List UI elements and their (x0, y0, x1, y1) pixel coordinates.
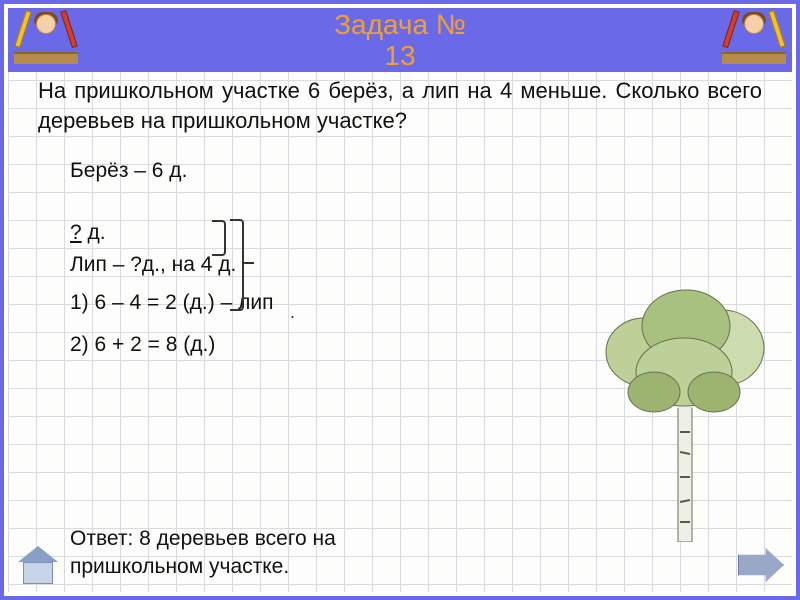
title-text-line2: 13 (384, 40, 415, 71)
student-decor-left (14, 8, 78, 64)
given-line-2: ? д. (70, 221, 762, 245)
birch-tree-illustration (594, 282, 774, 542)
title-bar: Задача № 13 (8, 8, 792, 72)
slide-frame: Задача № 13 На пришкольном участке 6 бер… (0, 0, 800, 600)
student-decor-right (722, 8, 786, 64)
given-question-mark: ? (70, 221, 82, 244)
dot-mark: . (290, 302, 295, 323)
problem-statement: На пришкольном участке 6 берёз, а лип на… (38, 76, 762, 135)
brace-big (230, 219, 244, 311)
home-button[interactable] (16, 546, 60, 586)
answer-line-1: Ответ: 8 деревьев всего на (70, 527, 336, 550)
home-icon (18, 546, 58, 562)
brace-tail (244, 262, 254, 264)
answer-text: Ответ: 8 деревьев всего на пришкольном у… (70, 525, 590, 580)
given-unit: д. (82, 221, 106, 244)
brace-small (212, 220, 226, 256)
given-line-1: Берёз – 6 д. (70, 159, 762, 183)
answer-line-2: пришкольном участке. (70, 555, 289, 578)
title-text-line1: Задача № (334, 9, 466, 40)
given-line-3: Лип – ?д., на 4 д. (70, 253, 762, 277)
